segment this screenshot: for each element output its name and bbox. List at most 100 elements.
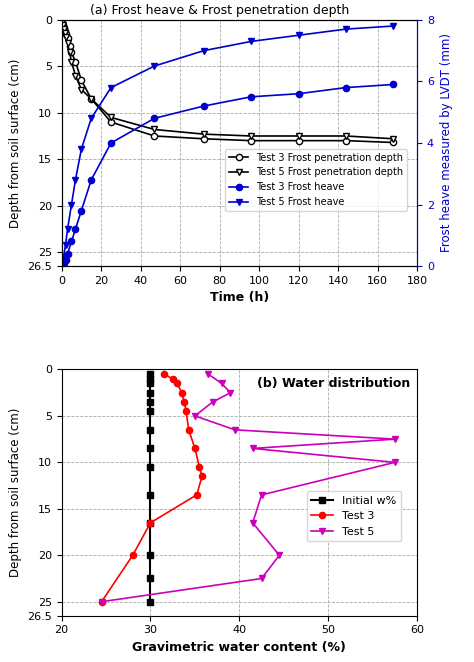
Test 3 Frost heave [61,259,66,267]
Test 5 Frost heave [73,176,78,184]
Test 5 Frost heave [79,145,84,153]
Test 5 [99,598,104,606]
Test 5 [232,426,238,434]
Initial w% [148,463,154,471]
Test 3 Frost heave [248,93,254,101]
Test 3 Frost penetration depth [201,135,207,143]
Test 3 [161,370,167,378]
Test 3 Frost heave [201,102,207,110]
Test 3 Frost penetration depth [108,118,114,126]
Initial w% [148,379,154,387]
Legend: Test 3 Frost penetration depth, Test 5 Frost penetration depth, Test 3 Frost hea: Test 3 Frost penetration depth, Test 5 F… [225,149,407,211]
Test 3 Frost penetration depth [64,34,70,42]
Test 3 Frost heave [59,262,64,270]
Test 5 [392,458,398,466]
Line: Test 3 Frost heave: Test 3 Frost heave [58,81,397,269]
Test 3 Frost penetration depth [79,76,84,84]
Test 5 Frost penetration depth [67,48,73,56]
Test 5 [259,491,264,499]
Test 3 Frost heave [73,225,78,233]
Test 3 [148,519,154,527]
Test 3 Frost penetration depth [152,132,157,140]
Test 3 Frost penetration depth [69,48,74,56]
Line: Test 5 Frost heave: Test 5 Frost heave [58,23,397,269]
Test 5 Frost penetration depth [64,39,70,47]
Initial w% [148,444,154,452]
Test 3 Frost heave [152,115,157,122]
Test 3 [192,444,198,452]
Initial w% [148,407,154,415]
Initial w% [148,575,154,583]
Test 3 Frost penetration depth [248,136,254,144]
Test 3 Frost heave [63,256,68,264]
Test 5 Frost heave [64,225,70,233]
Test 5 Frost penetration depth [152,126,157,134]
Line: Test 5: Test 5 [99,371,398,605]
Legend: Initial w%, Test 3, Test 5: Initial w%, Test 3, Test 5 [307,491,401,541]
X-axis label: Time (h): Time (h) [210,291,269,305]
Test 3 Frost heave [296,90,301,98]
Test 3 Frost heave [343,83,349,91]
Test 5 Frost penetration depth [296,132,301,140]
Line: Test 3: Test 3 [99,371,205,605]
Test 5 Frost penetration depth [88,95,94,103]
Line: Test 3 Frost penetration depth: Test 3 Frost penetration depth [59,19,397,146]
Test 3 [183,407,189,415]
Test 3 Frost heave [60,261,65,269]
Test 5 [259,575,264,583]
Test 3 [99,598,104,606]
Test 5 Frost heave [391,22,396,30]
Test 5 Frost heave [60,259,65,267]
Test 5 Frost heave [248,38,254,46]
Test 3 Frost penetration depth [391,138,396,146]
Initial w% [148,491,154,499]
Test 3 Frost penetration depth [59,19,65,26]
Test 5 [250,444,255,452]
Test 5 Frost penetration depth [69,58,74,66]
Test 5 Frost heave [63,240,68,248]
Test 3 Frost heave [88,176,94,184]
Test 3 Frost penetration depth [63,30,68,38]
Test 3 Frost penetration depth [296,136,301,144]
Test 5 Frost penetration depth [73,71,78,79]
Initial w% [148,389,154,397]
Test 3 Frost penetration depth [343,136,349,144]
Y-axis label: Frost heave measured by LVDT (mm): Frost heave measured by LVDT (mm) [439,34,453,252]
Test 5 Frost penetration depth [61,25,66,33]
Test 5 Frost penetration depth [60,21,65,29]
Test 3 [179,389,184,397]
Test 5 Frost heave [343,25,349,33]
Y-axis label: Depth from soil surface (cm): Depth from soil surface (cm) [9,58,22,228]
Test 5 Frost heave [59,262,64,270]
Test 5 Frost heave [108,83,114,91]
Test 5 [250,519,255,527]
Test 5 [219,379,225,387]
Test 5 Frost heave [152,62,157,70]
Text: (a) Frost heave & Frost penetration depth: (a) Frost heave & Frost penetration dept… [90,5,349,17]
Test 3 [170,375,175,383]
Test 3 Frost penetration depth [60,21,65,29]
Test 5 [228,389,233,397]
Test 5 [276,551,282,559]
Test 3 Frost penetration depth [62,27,67,35]
Test 3 [194,491,200,499]
Test 5 Frost heave [61,253,66,261]
Initial w% [148,398,154,406]
Test 5 Frost heave [88,115,94,122]
Initial w% [148,551,154,559]
Test 5 Frost penetration depth [63,32,68,40]
Test 3 [130,551,136,559]
Test 3 Frost heave [79,207,84,214]
Test 5 Frost penetration depth [201,130,207,138]
Initial w% [148,598,154,606]
Line: Initial w%: Initial w% [147,371,154,605]
Test 5 Frost heave [69,201,74,209]
Test 5 Frost heave [201,46,207,54]
Test 3 [199,472,205,480]
Initial w% [148,426,154,434]
Test 3 Frost penetration depth [61,24,66,32]
Test 3 Frost heave [391,81,396,89]
Test 3 Frost penetration depth [67,42,73,50]
Test 3 [174,379,180,387]
Test 3 [186,426,191,434]
